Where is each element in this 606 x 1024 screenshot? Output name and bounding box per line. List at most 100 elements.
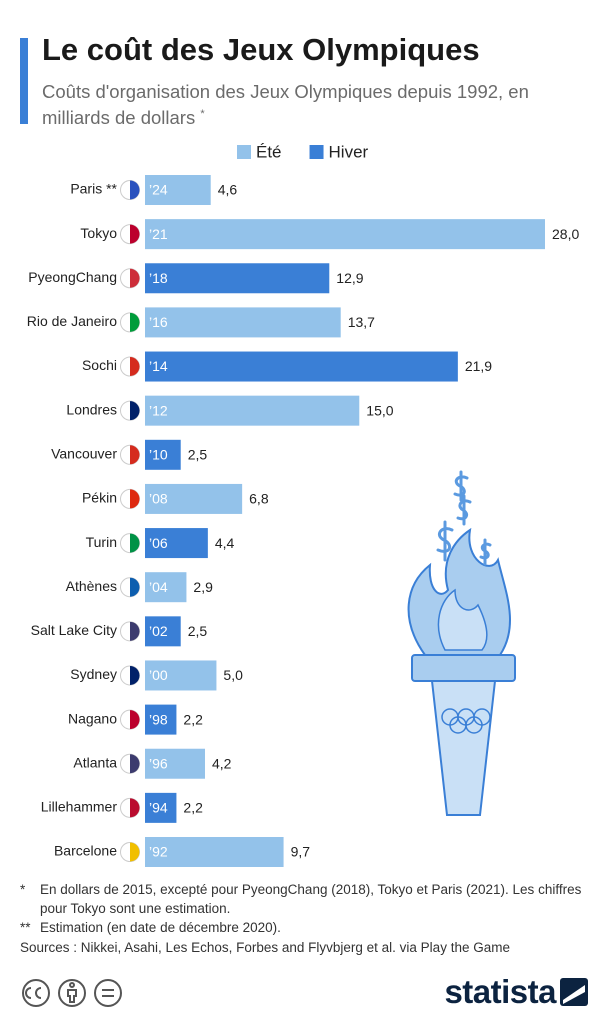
bar-year-label: ’06 (149, 535, 168, 551)
flag (130, 401, 140, 421)
notes: * En dollars de 2015, excepté pour Pyeong… (20, 880, 590, 957)
note: * En dollars de 2015, excepté pour Pyeong… (20, 880, 590, 918)
bar (145, 572, 187, 603)
bar (145, 175, 211, 205)
bar-year-label: ’02 (149, 623, 168, 639)
flag (130, 180, 140, 200)
note-mark: * (20, 882, 26, 897)
value-label: 12,9 (336, 270, 363, 286)
category-label: Tokyo (80, 225, 117, 241)
bar (145, 219, 545, 250)
flag (130, 224, 140, 244)
flag (130, 665, 140, 685)
license-icons (22, 979, 122, 1007)
category-label: Athènes (66, 578, 117, 594)
bar (145, 748, 205, 779)
chart-subtitle: Coûts d'organisation des Jeux Olympiques… (42, 80, 542, 129)
value-label: 5,0 (223, 667, 243, 683)
bar (145, 263, 330, 294)
title-accent (20, 38, 28, 124)
flag (130, 754, 140, 774)
bar (145, 616, 181, 647)
bar-year-label: ’04 (149, 579, 168, 595)
value-label: 13,7 (348, 314, 375, 330)
bar-year-label: ’00 (149, 667, 168, 683)
category-label: Atlanta (73, 754, 117, 770)
bar-year-label: ’21 (149, 226, 168, 242)
flag (130, 312, 140, 332)
bar (145, 704, 177, 735)
bar (145, 395, 360, 426)
bar (145, 660, 217, 691)
category-label: PyeongChang (28, 269, 117, 285)
note-text: En dollars de 2015, excepté pour PyeongC… (40, 882, 582, 916)
category-label: Rio de Janeiro (27, 313, 117, 329)
bar-year-label: ’14 (149, 358, 168, 374)
category-label: Londres (66, 401, 117, 417)
bar (145, 837, 284, 867)
flag (130, 489, 140, 509)
category-label: Vancouver (51, 446, 117, 462)
category-label: Nagano (68, 710, 117, 726)
note: ** Estimation (en date de décembre 2020). (20, 918, 590, 937)
bar-year-label: ’98 (149, 711, 168, 727)
value-label: 4,6 (218, 182, 238, 198)
chart-title: Le coût des Jeux Olympiques (42, 32, 480, 67)
value-label: 2,5 (188, 623, 208, 639)
bar-year-label: ’08 (149, 491, 168, 507)
bar (145, 528, 208, 559)
bar-year-label: ’96 (149, 755, 168, 771)
flag (130, 842, 140, 862)
torch-illustration (407, 470, 516, 816)
note-text: Estimation (en date de décembre 2020). (40, 920, 281, 935)
legend-swatch (309, 145, 324, 159)
category-label: Sochi (82, 357, 117, 373)
flag (130, 621, 140, 641)
category-label: Barcelone (54, 843, 117, 859)
legend-swatch (237, 145, 251, 159)
bar-year-label: ’92 (149, 844, 168, 860)
bar (145, 792, 177, 823)
subtitle-text: Coûts d'organisation des Jeux Olympiques… (42, 81, 529, 129)
flag (130, 710, 140, 730)
bar-year-label: ’10 (149, 447, 168, 463)
category-label: Lillehammer (41, 799, 118, 815)
bar-year-label: ’12 (149, 402, 168, 418)
bar (145, 351, 458, 382)
category-label: Paris ** (70, 181, 117, 197)
value-label: 9,7 (291, 844, 311, 860)
flag (130, 577, 140, 597)
bar-year-label: ’18 (149, 270, 168, 286)
legend-label: Été (256, 142, 282, 161)
brand: statista (444, 973, 556, 1010)
flag (130, 268, 140, 288)
value-label: 2,5 (188, 447, 208, 463)
value-label: 4,2 (212, 755, 232, 771)
subtitle-mark: * (200, 108, 205, 120)
value-label: 4,4 (215, 535, 235, 551)
legend-label: Hiver (329, 142, 369, 161)
category-label: Turin (86, 534, 117, 550)
value-label: 2,2 (183, 800, 203, 816)
category-label: Sydney (70, 666, 117, 682)
category-label: Salt Lake City (31, 622, 117, 638)
value-label: 2,9 (193, 579, 213, 595)
value-label: 21,9 (465, 358, 492, 374)
flag (130, 798, 140, 818)
note-mark: ** (20, 920, 31, 935)
brand-logo (560, 978, 588, 1006)
flag (130, 533, 140, 553)
bar-year-label: ’16 (149, 314, 168, 330)
bar (145, 483, 243, 514)
bar (145, 439, 181, 470)
flag (130, 445, 140, 465)
bar-year-label: ’94 (149, 800, 168, 816)
value-label: 6,8 (249, 491, 269, 507)
bar (145, 307, 341, 338)
bar-year-label: ’24 (149, 182, 168, 198)
value-label: 15,0 (366, 402, 393, 418)
source: Sources : Nikkei, Asahi, Les Echos, Forb… (20, 940, 510, 955)
value-label: 28,0 (552, 226, 579, 242)
